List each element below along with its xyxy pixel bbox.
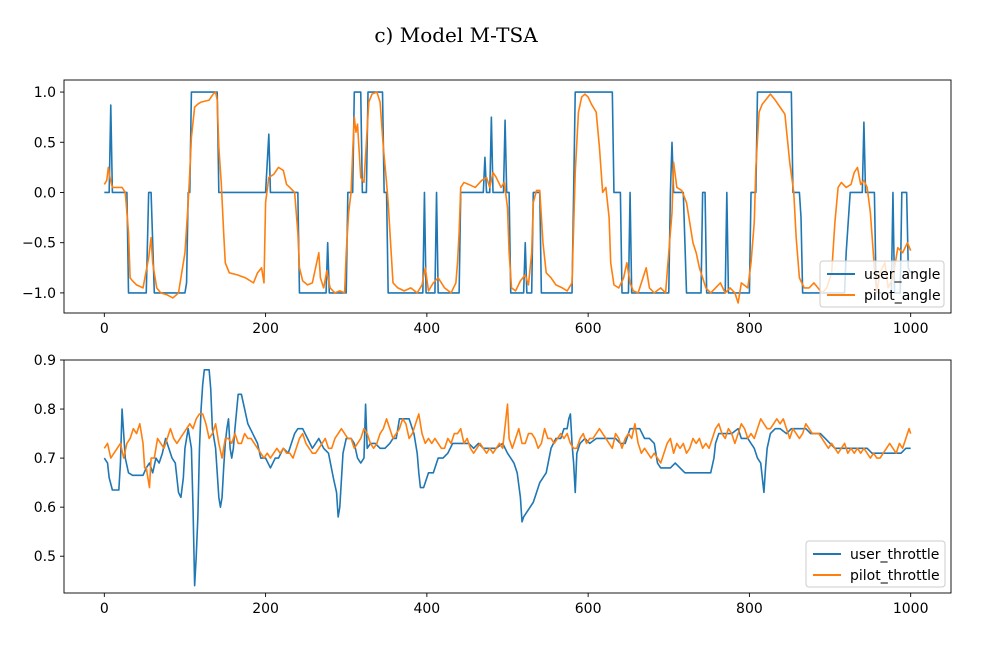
- legend-label: pilot_angle: [864, 288, 941, 304]
- angle-subplot: 0 200 400 600 800 1000 −1.0 −0.5 0.0 0.5 1.0 user_a…: [22, 79, 952, 337]
- x-tick-label: 800: [736, 601, 763, 617]
- y-tick-label: 0.5: [34, 549, 56, 565]
- x-tick-label: 200: [252, 321, 279, 337]
- axes-frame: [63, 79, 952, 314]
- legend-label: pilot_throttle: [850, 568, 940, 584]
- y-tick-label: 0.5: [34, 135, 56, 151]
- y-tick-label: 0.6: [34, 500, 56, 516]
- legend-label: user_angle: [864, 267, 940, 283]
- x-tick-label: 0: [100, 601, 109, 617]
- y-tick-label: 0.0: [34, 185, 56, 201]
- axes-frame: [63, 359, 952, 594]
- series-line-pilot_throttle: [103, 403, 912, 489]
- y-tick-label: 0.9: [34, 353, 56, 369]
- figure-title: c) Model M-TSA: [374, 23, 538, 47]
- x-tick-label: 200: [252, 601, 279, 617]
- legend-label: user_throttle: [850, 547, 939, 563]
- y-tick-label: 0.7: [34, 451, 56, 467]
- y-tick-label: 1.0: [34, 85, 56, 101]
- legend: user_throttle pilot_throttle: [805, 540, 946, 588]
- x-tick-label: 0: [100, 321, 109, 337]
- x-tick-label: 600: [575, 601, 602, 617]
- legend: user_angle pilot_angle: [819, 260, 945, 308]
- x-tick-label: 400: [413, 321, 440, 337]
- x-tick-label: 800: [736, 321, 763, 337]
- x-tick-label: 1000: [893, 601, 929, 617]
- y-tick-label: 0.8: [34, 402, 56, 418]
- x-tick-label: 1000: [893, 321, 929, 337]
- series-line-user_throttle: [103, 369, 911, 587]
- x-tick-label: 600: [575, 321, 602, 337]
- x-tick-label: 400: [413, 601, 440, 617]
- y-tick-label: −0.5: [22, 236, 56, 252]
- y-tick-label: −1.0: [22, 286, 56, 302]
- throttle-subplot: 0 200 400 600 800 1000 0.5 0.6 0.7 0.8 0.9 user_thr…: [34, 353, 952, 617]
- series-line-pilot_angle: [103, 91, 912, 304]
- series-line-user_angle: [104, 91, 912, 294]
